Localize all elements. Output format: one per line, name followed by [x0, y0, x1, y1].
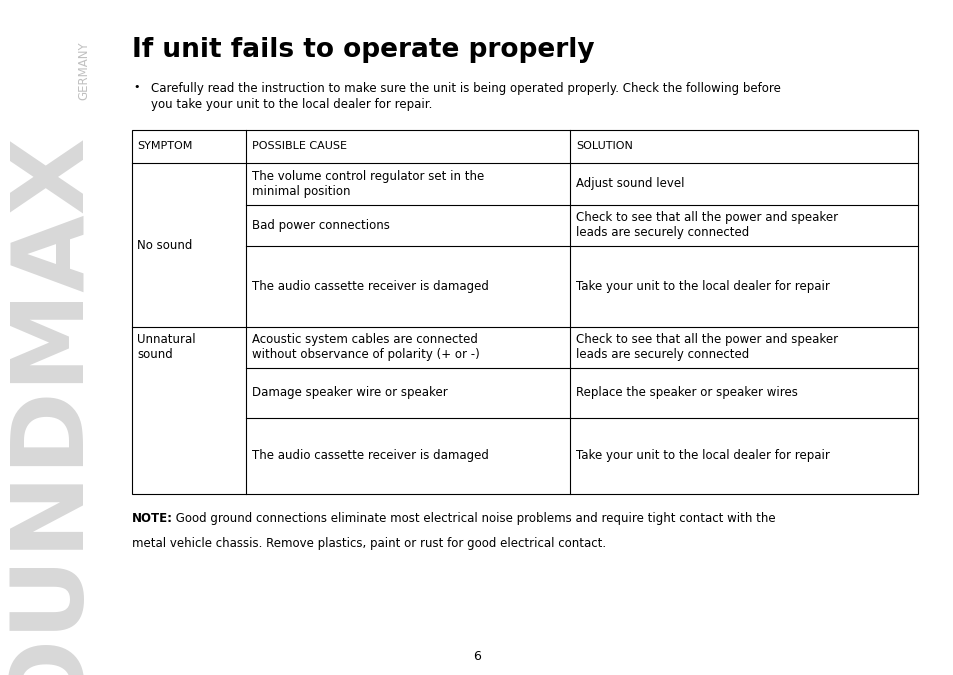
Text: SYMPTOM: SYMPTOM [137, 142, 193, 151]
Text: Carefully read the instruction to make sure the unit is being operated properly.: Carefully read the instruction to make s… [151, 82, 780, 95]
Text: Adjust sound level: Adjust sound level [576, 178, 684, 190]
Text: The audio cassette receiver is damaged: The audio cassette receiver is damaged [252, 279, 488, 293]
Text: The volume control regulator set in the: The volume control regulator set in the [252, 170, 483, 183]
Text: metal vehicle chassis. Remove plastics, paint or rust for good electrical contac: metal vehicle chassis. Remove plastics, … [132, 537, 605, 550]
Text: you take your unit to the local dealer for repair.: you take your unit to the local dealer f… [151, 98, 432, 111]
Text: Take your unit to the local dealer for repair: Take your unit to the local dealer for r… [576, 279, 829, 293]
Text: Check to see that all the power and speaker: Check to see that all the power and spea… [576, 211, 838, 224]
Text: Check to see that all the power and speaker: Check to see that all the power and spea… [576, 333, 838, 346]
Text: leads are securely connected: leads are securely connected [576, 226, 749, 239]
Text: Good ground connections eliminate most electrical noise problems and require tig: Good ground connections eliminate most e… [172, 512, 775, 524]
Text: If unit fails to operate properly: If unit fails to operate properly [132, 37, 594, 63]
Text: NOTE:: NOTE: [132, 512, 172, 524]
Text: sound: sound [137, 348, 172, 361]
Text: 6: 6 [473, 649, 480, 663]
Text: without observance of polarity (+ or -): without observance of polarity (+ or -) [252, 348, 479, 361]
Text: Take your unit to the local dealer for repair: Take your unit to the local dealer for r… [576, 450, 829, 462]
Text: POSSIBLE CAUSE: POSSIBLE CAUSE [252, 142, 347, 151]
Text: leads are securely connected: leads are securely connected [576, 348, 749, 361]
Text: Unnatural: Unnatural [137, 333, 195, 346]
Text: The audio cassette receiver is damaged: The audio cassette receiver is damaged [252, 450, 488, 462]
Text: GERMANY: GERMANY [77, 42, 91, 100]
Text: Damage speaker wire or speaker: Damage speaker wire or speaker [252, 386, 447, 400]
Text: SOLUTION: SOLUTION [576, 142, 633, 151]
Text: Bad power connections: Bad power connections [252, 219, 390, 232]
Text: Replace the speaker or speaker wires: Replace the speaker or speaker wires [576, 386, 798, 400]
Text: minimal position: minimal position [252, 185, 350, 198]
Text: •: • [133, 82, 140, 92]
Text: SOUNDMAX: SOUNDMAX [1, 130, 98, 675]
Text: No sound: No sound [137, 238, 193, 252]
Bar [132, 130, 917, 494]
Text: Acoustic system cables are connected: Acoustic system cables are connected [252, 333, 477, 346]
